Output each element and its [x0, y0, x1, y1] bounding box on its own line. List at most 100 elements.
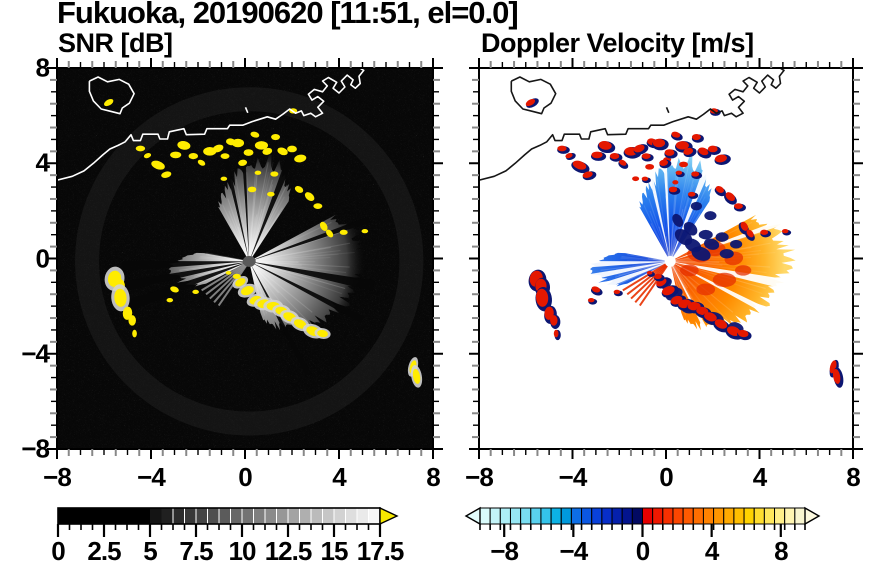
red-fleck [632, 176, 640, 182]
echo-blob [591, 286, 601, 293]
fan-streak [248, 216, 256, 262]
fan-streak [249, 256, 331, 262]
colorbar-segment [310, 507, 323, 525]
x-tick-label: 4 [752, 462, 768, 492]
fan-streak [249, 260, 299, 263]
radar-site-marker [664, 255, 676, 267]
fan-streak [228, 210, 250, 262]
echo-blob [598, 141, 612, 150]
fan-streak [229, 223, 250, 262]
echo-blob [294, 185, 304, 193]
echo-blob [675, 141, 689, 150]
fan-streak [656, 178, 671, 262]
fan-streak [643, 205, 671, 262]
echo-blob [572, 160, 587, 170]
echo-blob [662, 286, 675, 296]
fan-streak [199, 257, 250, 262]
fan-streak [669, 261, 695, 302]
echo-blob [725, 192, 735, 201]
echo-blob [734, 203, 743, 209]
echo-blob [746, 229, 754, 238]
snr-colorbar-label: 5 [143, 536, 158, 566]
snr-colorbar-label: 15 [320, 536, 349, 566]
y-tick-label: −8 [21, 433, 50, 464]
snr-panel-canvas [57, 68, 433, 449]
aliasing-patch [730, 239, 743, 249]
echo-blob [664, 149, 675, 156]
fan-streak [670, 253, 760, 262]
fan-streak [658, 226, 671, 262]
colorbar-segment [264, 507, 277, 525]
x-tick-label: 0 [659, 462, 674, 492]
fan-streak [600, 260, 671, 271]
echo-blob [641, 153, 651, 159]
fan-streak [627, 254, 671, 262]
fan-streak [249, 260, 350, 268]
fan-streak [235, 178, 250, 262]
fan-streak [248, 184, 288, 262]
colorbar-arrow [804, 506, 821, 526]
echo-blob [553, 329, 559, 338]
fan-streak [618, 260, 671, 285]
fan-streak [249, 242, 351, 262]
echo-blob [698, 147, 709, 156]
fan-streak [627, 259, 671, 262]
fan-streak [248, 161, 274, 262]
fan-streak [614, 260, 671, 278]
velocity-red-patch [680, 264, 699, 277]
coast-speck [665, 106, 670, 114]
fan-streak [618, 260, 671, 277]
echo-blob [231, 138, 245, 148]
echo-blob [715, 185, 724, 193]
colorbar-segment [784, 507, 796, 525]
echo-blob [267, 191, 275, 197]
colorbar-segment [104, 508, 116, 524]
echo-blob [212, 144, 224, 153]
fan-streak [669, 161, 695, 262]
fan-streak [248, 184, 274, 262]
echo-blob [727, 326, 741, 337]
fan-streak [248, 261, 269, 300]
shadow-spoke [543, 260, 671, 271]
colorbar-segment [570, 507, 583, 525]
colorbar-segment [631, 507, 643, 525]
fan-streak [249, 253, 339, 262]
fan-streak [615, 260, 671, 276]
fan-streak [619, 260, 671, 285]
y-tick-label: −4 [21, 338, 50, 369]
colorbar-segment [702, 507, 715, 525]
colorbar-segment [127, 508, 139, 524]
colorbar-segment [161, 508, 173, 524]
echo-blob [668, 186, 678, 193]
shadow-spoke [249, 261, 375, 292]
fan-streak [669, 260, 700, 294]
colorbar-segment [69, 508, 81, 524]
echo-blob [254, 141, 269, 150]
snr-colorbar-label: 0 [51, 536, 66, 566]
echo-blob [325, 229, 334, 238]
fan-streak [669, 261, 687, 302]
fan-streak [248, 207, 283, 262]
fan-streak [193, 260, 250, 278]
fan-streak [632, 260, 671, 266]
shadow-spoke [549, 261, 671, 311]
x-tick-label: 4 [332, 462, 347, 492]
echo-blob [161, 171, 172, 178]
fan-streak [248, 221, 252, 262]
shadow-spoke [217, 135, 250, 262]
echo-blob [235, 278, 246, 287]
shadow-spoke [545, 261, 671, 291]
echo-blob [687, 191, 696, 197]
colorbar-segment [241, 507, 254, 525]
echo-blob [582, 171, 593, 178]
echo-blob [557, 145, 567, 152]
fan-streak [196, 260, 250, 285]
colorbar-segment [81, 508, 93, 524]
echo-blob [760, 229, 769, 235]
fan-streak [248, 260, 279, 294]
fan-streak [248, 171, 257, 262]
fan-streak [248, 229, 268, 262]
echo-blob [319, 221, 328, 231]
velocity-colorbar-label: 0 [635, 536, 651, 566]
x-tick-label: 0 [238, 462, 253, 492]
